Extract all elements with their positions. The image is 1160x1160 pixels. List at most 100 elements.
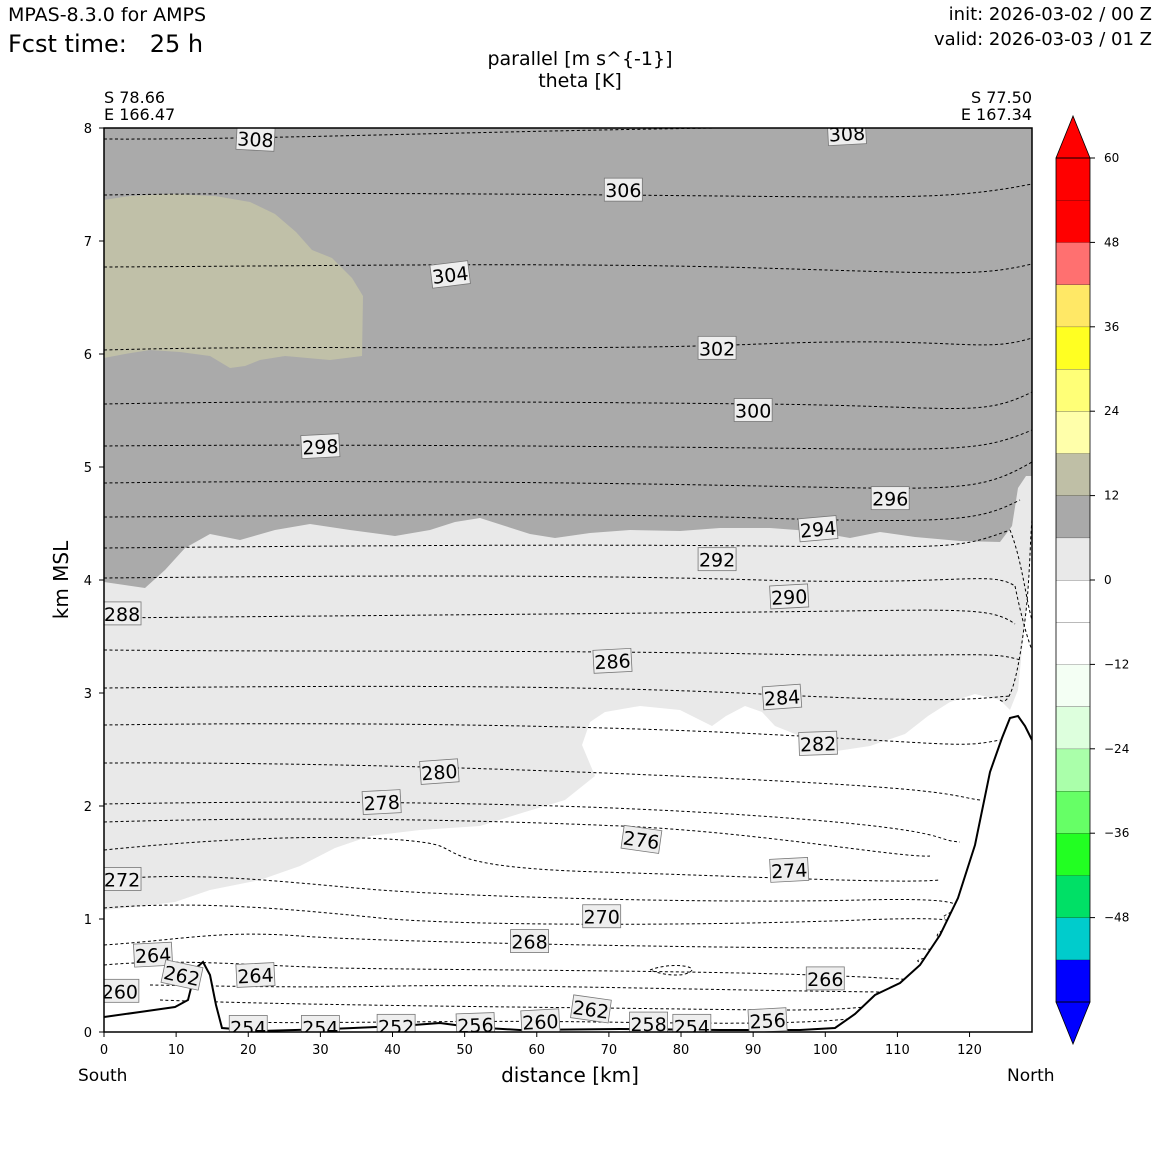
contour-label: 306: [603, 177, 643, 202]
contour-label-text: 254: [674, 1016, 710, 1038]
x-tick-label: 120: [957, 1043, 982, 1058]
plot-area: 308 308 306 304 302 300 298 296 294 292 290 288 286 2…: [102, 123, 1032, 1039]
contour-label-box: [697, 335, 737, 360]
y-axis-ticks: 0 1 2 3 4 5 6 7 8: [84, 122, 104, 1041]
colorbar-segment: [1056, 664, 1090, 707]
colorbar-tick-label: 36: [1104, 320, 1119, 334]
terrain-outline: [104, 714, 1032, 1032]
right-end-latitude: S 77.50: [970, 88, 1032, 107]
contour-label: 300: [733, 398, 773, 423]
contour-label: 262: [160, 959, 204, 991]
contour-label: 272: [104, 867, 142, 891]
x-tick-label: 0: [100, 1043, 108, 1058]
north-end-label: North: [1007, 1066, 1055, 1086]
contour-label-text: 266: [807, 969, 843, 991]
contour-label-text: 258: [630, 1014, 666, 1036]
colorbar-segment: [1056, 875, 1090, 918]
contour-label-text: 298: [302, 436, 339, 460]
contour-label: 292: [697, 547, 737, 572]
contour-label-text: 308: [828, 123, 865, 147]
contour-label-text: 286: [594, 650, 631, 674]
colorbar-tick-label: 0: [1104, 573, 1112, 587]
init-time: init: 2026-03-02 / 00 Z: [948, 4, 1152, 25]
colorbar-tick-label: −12: [1104, 657, 1129, 671]
y-tick-label: 8: [84, 122, 92, 137]
colorbar: 60 48 36 24 12 0 −12 −24 −36 −48: [1055, 114, 1129, 1046]
colorbar-segment: [1056, 158, 1090, 201]
contour-label-box: [133, 941, 174, 968]
left-end-latitude: S 78.66: [104, 88, 166, 107]
contour-label: 278: [361, 789, 402, 816]
contour-label-text: 256: [457, 1015, 494, 1038]
contour-label: 302: [697, 335, 737, 360]
contour-label-text: 260: [522, 1011, 559, 1035]
y-tick-label: 7: [84, 235, 92, 250]
contour-label-text: 254: [302, 1017, 338, 1039]
khaki-fill: [104, 194, 363, 368]
contour-label-text: 294: [799, 518, 837, 543]
contour-label-text: 252: [378, 1016, 414, 1038]
contour-label-box: [104, 867, 142, 891]
colorbar-tick-label: 60: [1104, 151, 1119, 165]
contour-label: 266: [805, 966, 845, 991]
colorbar-segment: [1056, 791, 1090, 834]
contour-label-text: 300: [735, 401, 771, 423]
contour-label-text: 260: [102, 981, 138, 1003]
x-tick-label: 90: [745, 1043, 762, 1058]
contour-label-text: 274: [771, 859, 808, 883]
chart-title: parallel [m s^{-1}]: [487, 48, 673, 70]
contour-label: 258: [629, 1011, 668, 1036]
contour-label-box: [570, 994, 612, 1024]
contour-label-box: [582, 904, 622, 929]
contour-label-box: [826, 128, 867, 147]
contour-label: 254: [228, 1015, 268, 1039]
valid-time: valid: 2026-03-03 / 01 Z: [934, 29, 1152, 50]
contour-label-text: 278: [363, 792, 400, 816]
contour-label-text: 264: [134, 944, 171, 968]
contour-label-box: [455, 1012, 496, 1032]
contour-label: 264: [133, 941, 174, 968]
contour-label-text: 302: [699, 338, 735, 360]
contour-label-box: [300, 1015, 340, 1032]
x-tick-label: 60: [528, 1043, 545, 1058]
contour-label-text: 306: [605, 180, 641, 202]
chart-subtitle: theta [K]: [538, 70, 622, 92]
contour-label-box: [769, 857, 810, 883]
y-tick-label: 2: [84, 800, 92, 815]
contour-label-box: [629, 1011, 668, 1032]
contour-label-text: 264: [237, 965, 274, 989]
contour-label: 286: [592, 647, 633, 674]
white-fill: [104, 540, 1032, 1032]
contour-label-box: [361, 789, 402, 816]
contour-label-box: [429, 260, 471, 289]
contour-label-box: [620, 824, 663, 854]
contour-label-text: 280: [421, 761, 459, 785]
x-tick-label: 50: [456, 1043, 473, 1058]
contour-label-box: [376, 1013, 416, 1032]
contour-label-box: [733, 398, 773, 422]
contour-label: 254: [300, 1015, 340, 1039]
contour-label-box: [805, 966, 845, 991]
contour-label-text: 296: [872, 489, 908, 511]
colorbar-tick-label: −36: [1104, 826, 1129, 840]
contour-label-text: 272: [104, 869, 140, 891]
y-tick-label: 0: [84, 1026, 92, 1041]
colorbar-segment: [1056, 242, 1090, 285]
contour-label-box: [300, 433, 341, 460]
forecast-time-label: Fcst time:: [8, 30, 127, 58]
colorbar-over-arrow: [1055, 114, 1091, 159]
south-end-label: South: [78, 1066, 128, 1086]
contour-label-text: 308: [237, 128, 274, 152]
contour-label-box: [798, 730, 838, 756]
contour-label-text: 292: [699, 550, 735, 572]
contour-label: 308: [826, 123, 867, 147]
x-tick-label: 110: [885, 1043, 910, 1058]
contour-label: 296: [870, 486, 910, 511]
x-tick-label: 20: [240, 1043, 257, 1058]
contour-label-text: 254: [230, 1017, 266, 1039]
right-end-longitude: E 167.34: [960, 105, 1032, 124]
contour-label-box: [160, 959, 204, 991]
colorbar-segment: [1056, 453, 1090, 496]
contour-label-box: [104, 601, 142, 626]
contour-label-text: 276: [622, 827, 661, 854]
